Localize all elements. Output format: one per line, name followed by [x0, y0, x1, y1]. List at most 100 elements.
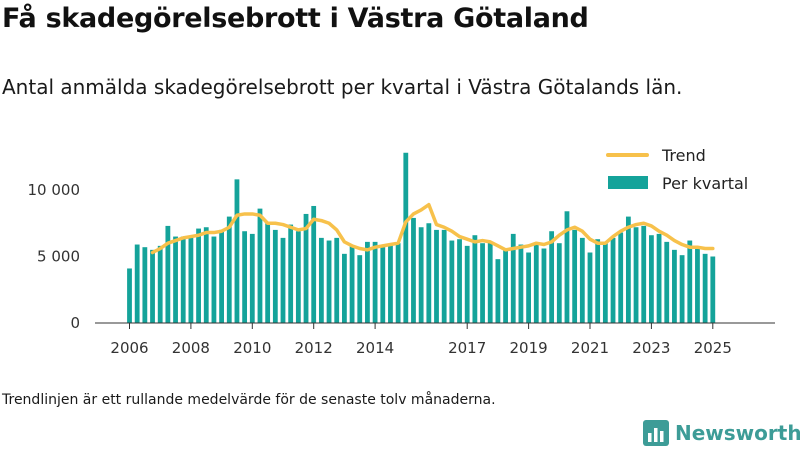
bar: [242, 231, 248, 323]
y-tick-label: 10 000: [28, 181, 81, 199]
bar: [173, 236, 178, 323]
bar: [411, 217, 416, 323]
brand-name: Newsworthy: [675, 421, 800, 445]
bar: [418, 227, 424, 323]
bar: [165, 225, 171, 323]
bar: [449, 240, 455, 323]
bar: [649, 235, 654, 323]
bar: [672, 249, 677, 323]
bar: [196, 228, 201, 323]
trend-line: [150, 202, 715, 255]
bar: [656, 233, 662, 323]
bar: [487, 241, 493, 323]
x-tick-label: 2023: [632, 339, 670, 357]
bar: [388, 244, 393, 323]
x-tick-label: 2021: [571, 339, 609, 357]
bar: [441, 229, 447, 323]
bar: [556, 243, 562, 323]
bar: [710, 256, 716, 323]
chart-title: Få skadegörelsebrott i Västra Götaland: [2, 3, 589, 34]
bar: [326, 240, 332, 323]
bar: [464, 245, 470, 323]
bar: [533, 243, 539, 323]
legend-bars-label: Per kvartal: [662, 174, 748, 193]
bar: [280, 237, 286, 323]
legend-bars-swatch: [608, 176, 648, 189]
bar: [495, 259, 501, 323]
bar: [127, 268, 132, 323]
bar: [587, 252, 593, 323]
bar: [702, 253, 708, 323]
bar: [395, 243, 401, 323]
bar: [572, 229, 578, 323]
bar: [695, 247, 700, 323]
bar: [641, 225, 647, 323]
bar: [602, 243, 608, 323]
bar: [226, 216, 232, 323]
chart: 0 5 000 10 000 2006 2008 2010 2012 2014 2017 201…: [28, 146, 775, 357]
bar: [272, 229, 278, 323]
bar: [549, 231, 555, 323]
bar: [318, 237, 324, 323]
legend: Trend Per kvartal: [606, 146, 748, 193]
bar: [403, 152, 409, 323]
x-tick-label: 2014: [356, 339, 394, 357]
bar: [380, 247, 386, 323]
bar: [579, 237, 585, 323]
bars: [127, 152, 716, 323]
bar: [564, 211, 570, 323]
bar: [134, 244, 140, 323]
bar: [265, 223, 271, 323]
bar: [303, 213, 309, 323]
newsworthy-logo[interactable]: Newsworthy: [643, 418, 800, 448]
bar: [150, 249, 155, 323]
bar: [342, 253, 347, 323]
legend-trend-label: Trend: [661, 146, 706, 165]
y-tick-label: 5 000: [37, 248, 80, 266]
bar: [142, 247, 148, 323]
bar: [157, 245, 163, 323]
y-axis-labels: 0 5 000 10 000: [28, 181, 81, 332]
bar: [295, 231, 301, 323]
bar: [510, 233, 516, 323]
bar: [472, 235, 478, 323]
bar: [625, 216, 631, 323]
bar: [503, 248, 508, 323]
x-tick-label: 2006: [110, 339, 148, 357]
bar: [203, 227, 209, 323]
bar: [687, 240, 693, 323]
bar: [480, 243, 485, 323]
bar: [610, 237, 616, 323]
x-tick-label: 2025: [694, 339, 732, 357]
bar: [633, 227, 639, 323]
bar: [679, 255, 685, 323]
x-axis-ticks: 2006 2008 2010 2012 2014 2017 2019 2021 2023 2025: [110, 323, 732, 357]
bar: [211, 236, 217, 323]
bar: [349, 245, 355, 323]
bar: [334, 237, 340, 323]
footnote: Trendlinjen är ett rullande medelvärde f…: [2, 392, 496, 408]
x-tick-label: 2010: [233, 339, 271, 357]
bar: [311, 205, 317, 323]
bar: [618, 232, 624, 323]
chart-subtitle: Antal anmälda skadegörelsebrott per kvar…: [2, 75, 683, 99]
bar: [426, 223, 432, 323]
bar: [249, 233, 255, 323]
bar: [288, 224, 294, 323]
bar: [234, 179, 240, 323]
bar: [664, 241, 670, 323]
bar: [518, 244, 524, 323]
bar: [180, 236, 186, 323]
bar: [434, 229, 439, 323]
bar: [365, 241, 370, 323]
x-tick-label: 2019: [510, 339, 548, 357]
bar: [188, 236, 194, 323]
bar: [595, 239, 601, 323]
bar: [541, 248, 547, 323]
bar: [357, 255, 363, 323]
y-tick-label: 0: [70, 314, 80, 332]
bar: [219, 229, 224, 323]
bar: [372, 241, 378, 323]
bar: [257, 208, 263, 323]
bar: [526, 252, 531, 323]
